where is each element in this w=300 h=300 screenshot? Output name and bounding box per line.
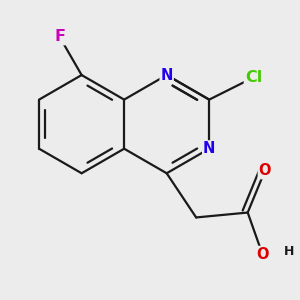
Text: N: N [203,141,215,156]
Text: Cl: Cl [245,70,262,85]
Text: F: F [54,29,65,44]
Text: O: O [256,247,269,262]
Text: H: H [284,245,295,258]
Text: O: O [259,163,271,178]
Text: N: N [160,68,173,82]
